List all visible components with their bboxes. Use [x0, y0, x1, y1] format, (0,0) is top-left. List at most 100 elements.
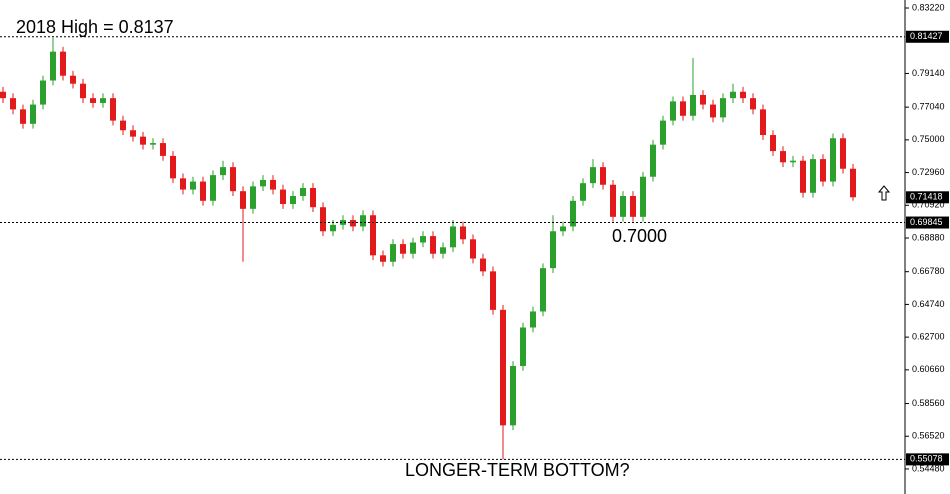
y-tick-label: 0.70920	[912, 200, 945, 210]
candle-body	[270, 179, 276, 190]
candle-body	[180, 178, 186, 190]
up-arrow-icon	[877, 185, 891, 201]
candle-body	[100, 98, 106, 103]
candle-body	[390, 244, 396, 262]
y-tick-label: 0.64740	[912, 299, 945, 309]
candle-body	[290, 195, 296, 205]
candle-body	[240, 191, 246, 209]
candle-body	[530, 311, 536, 328]
candle-body	[60, 51, 66, 76]
candle-body	[850, 168, 856, 198]
candle-body	[550, 231, 556, 269]
candle-body	[130, 130, 136, 137]
y-tick-label: 0.66780	[912, 266, 945, 276]
annotation: 2018 High = 0.8137	[16, 17, 174, 37]
candle-body	[340, 220, 346, 225]
candle-body	[400, 244, 406, 254]
y-tick-label: 0.58560	[912, 398, 945, 408]
candle-body	[580, 183, 586, 201]
candle-body	[380, 255, 386, 262]
candle-body	[140, 136, 146, 145]
candle-body	[540, 268, 546, 312]
candle-body	[640, 176, 646, 217]
candle-body	[90, 98, 96, 103]
price-tag-label: 0.69845	[910, 217, 943, 227]
candle-body	[650, 144, 656, 177]
candle-body	[190, 181, 196, 190]
candle-body	[840, 138, 846, 169]
candle-body	[280, 189, 286, 205]
candle-body	[500, 309, 506, 426]
candle-body	[20, 109, 26, 124]
candle-body	[320, 207, 326, 232]
y-tick-label: 0.68880	[912, 232, 945, 242]
candle-body	[680, 101, 686, 116]
annotation: 0.7000	[612, 226, 667, 246]
candle-body	[480, 258, 486, 272]
y-tick-label: 0.54480	[912, 463, 945, 473]
candle-body	[430, 236, 436, 254]
y-tick-label: 0.60660	[912, 364, 945, 374]
candle-body	[310, 187, 316, 208]
candle-body	[0, 91, 6, 99]
candle-body	[750, 98, 756, 110]
candle-body	[610, 184, 616, 217]
y-tick-label: 0.62700	[912, 332, 945, 342]
price-tag	[906, 191, 949, 204]
candle-body	[120, 120, 126, 131]
candle-body	[830, 138, 836, 182]
candle-body	[760, 109, 766, 136]
candle-body	[30, 104, 36, 124]
candle-body	[800, 160, 806, 193]
candle-body	[210, 175, 216, 201]
candle-body	[330, 224, 336, 232]
candle-body	[820, 159, 826, 182]
candle-body	[570, 200, 576, 227]
candle-body	[560, 226, 566, 232]
candle-body	[70, 75, 76, 84]
candle-body	[80, 83, 86, 99]
y-tick-label: 0.72960	[912, 167, 945, 177]
candle-body	[460, 226, 466, 240]
candle-body	[510, 365, 516, 426]
candle-body	[810, 159, 816, 193]
candle-body	[370, 215, 376, 256]
y-tick-label: 0.79140	[912, 68, 945, 78]
candle-body	[660, 120, 666, 145]
candle-body	[160, 143, 166, 156]
candle-body	[10, 98, 16, 110]
price-tag-label: 0.71418	[910, 192, 943, 202]
candle-body	[300, 187, 306, 196]
candle-body	[110, 98, 116, 121]
candle-body	[250, 186, 256, 209]
candle-body	[50, 51, 56, 81]
candle-body	[450, 226, 456, 248]
y-tick-label: 0.83220	[912, 2, 945, 12]
price-tag	[906, 30, 949, 43]
candle-body	[710, 104, 716, 118]
y-tick-label: 0.77040	[912, 102, 945, 112]
candle-body	[600, 167, 606, 185]
candle-body	[490, 271, 496, 310]
candle-body	[150, 143, 156, 145]
y-tick-label: 0.75000	[912, 134, 945, 144]
price-tag-label: 0.81427	[910, 31, 943, 41]
candle-body	[690, 94, 696, 116]
candle-body	[700, 94, 706, 105]
candle-body	[470, 239, 476, 259]
candle-body	[230, 167, 236, 192]
candle-body	[790, 160, 796, 163]
candle-body	[200, 181, 206, 201]
candle-body	[780, 151, 786, 163]
y-tick-label: 0.56520	[912, 431, 945, 441]
candle-body	[260, 179, 266, 187]
candle-body	[730, 91, 736, 99]
candle-body	[720, 98, 726, 118]
price-tag-label: 0.55078	[910, 454, 943, 464]
candle-body	[740, 91, 746, 99]
candle-body	[170, 155, 176, 179]
price-tag	[906, 453, 949, 466]
price-tag	[906, 216, 949, 229]
candle-body	[630, 195, 636, 217]
